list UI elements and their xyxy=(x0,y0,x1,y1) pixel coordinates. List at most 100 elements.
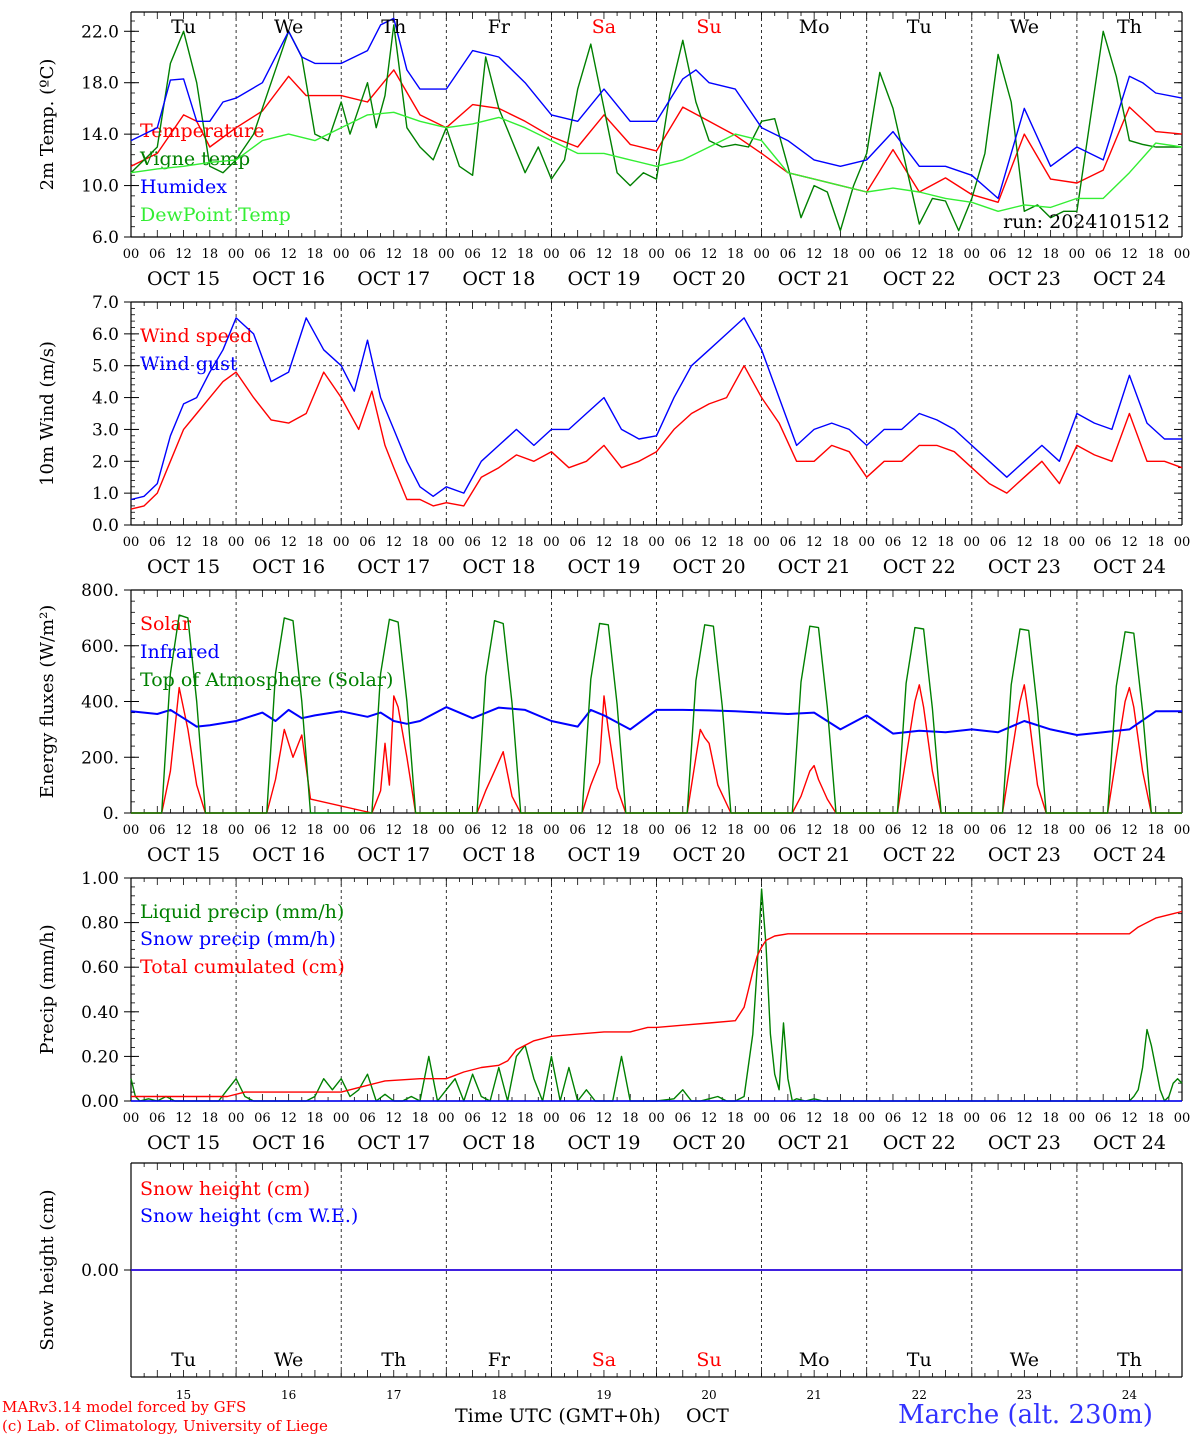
y-tick-label: 0. xyxy=(103,804,119,824)
hour-tick-label: 00 xyxy=(333,247,350,262)
hour-tick-label: 12 xyxy=(596,535,613,550)
day-of-week-label: Fr xyxy=(488,16,511,38)
hour-tick-label: 18 xyxy=(832,1111,849,1126)
hour-tick-label: 06 xyxy=(464,247,481,262)
date-label: OCT 21 xyxy=(778,1132,851,1154)
hour-tick-label: 06 xyxy=(1095,535,1112,550)
panel-energy: 0.200.400.600.800.Energy fluxes (W/m²) So… xyxy=(37,581,1190,866)
hour-tick-label: 06 xyxy=(675,1111,692,1126)
panel-wind: 0.0 1.0 2.0 3.0 4.0 5.0 6.0 7.0 10m Wind (m/s) Wi… xyxy=(37,293,1190,578)
date-label: OCT 24 xyxy=(1093,844,1166,866)
hour-tick-label: 00 xyxy=(123,247,140,262)
date-label: OCT 23 xyxy=(988,556,1061,578)
day-of-week-label: Sa xyxy=(592,1349,616,1371)
date-label: OCT 22 xyxy=(883,1132,956,1154)
hour-tick-label: 06 xyxy=(675,247,692,262)
y-axis-label: 2m Temp. (ºC) xyxy=(37,59,58,191)
day-of-week-label: Su xyxy=(696,1349,721,1371)
hour-tick-label: 12 xyxy=(701,247,718,262)
y-tick-label: 0.00 xyxy=(81,1092,119,1112)
hour-tick-label: 06 xyxy=(359,823,376,838)
hour-tick-label: 12 xyxy=(491,1111,508,1126)
hour-tick-label: 00 xyxy=(648,247,665,262)
hour-tick-label: 06 xyxy=(990,535,1007,550)
hour-tick-label: 00 xyxy=(438,247,455,262)
hour-tick-label: 06 xyxy=(464,823,481,838)
hour-tick-label: 06 xyxy=(149,247,166,262)
hour-tick-label: 18 xyxy=(202,535,219,550)
hour-tick-label: 18 xyxy=(727,823,744,838)
hour-tick-label: 12 xyxy=(911,1111,928,1126)
hour-tick-label: 18 xyxy=(832,823,849,838)
day-number-label: 17 xyxy=(386,1388,401,1402)
hour-tick-label: 12 xyxy=(1016,823,1033,838)
series-line-dewpoint-temp xyxy=(130,111,1183,212)
date-label: OCT 15 xyxy=(147,1132,220,1154)
hour-tick-label: 00 xyxy=(648,535,665,550)
day-of-week-label: Th xyxy=(381,16,406,38)
hour-tick-label: 18 xyxy=(307,823,324,838)
legend-label: DewPoint Temp xyxy=(140,204,291,226)
hour-tick-label: 06 xyxy=(885,247,902,262)
hour-tick-label: 12 xyxy=(911,535,928,550)
hour-tick-label: 18 xyxy=(727,247,744,262)
hour-tick-label: 06 xyxy=(569,535,586,550)
day-number-label: 18 xyxy=(491,1388,506,1402)
day-of-week-label: We xyxy=(1010,1349,1039,1371)
hour-tick-label: 12 xyxy=(806,1111,823,1126)
series-line-wind-gust xyxy=(130,317,1182,501)
hour-tick-label: 00 xyxy=(543,823,560,838)
hour-tick-label: 00 xyxy=(648,1111,665,1126)
hour-tick-label: 12 xyxy=(911,823,928,838)
hour-tick-label: 12 xyxy=(701,535,718,550)
hour-tick-label: 06 xyxy=(149,1111,166,1126)
date-label: OCT 16 xyxy=(252,844,325,866)
legend-label: Snow precip (mm/h) xyxy=(140,928,336,950)
hour-tick-label: 06 xyxy=(885,823,902,838)
y-tick-label: 0.00 xyxy=(81,1261,119,1281)
hour-tick-label: 00 xyxy=(123,535,140,550)
hour-tick-label: 00 xyxy=(1174,823,1191,838)
legend-label: Temperature xyxy=(140,120,264,142)
hour-tick-label: 00 xyxy=(1174,1111,1191,1126)
date-label: OCT 20 xyxy=(673,556,746,578)
hour-tick-label: 06 xyxy=(1095,1111,1112,1126)
hour-tick-label: 00 xyxy=(1174,535,1191,550)
date-label: OCT 22 xyxy=(883,844,956,866)
day-of-week-label: We xyxy=(1010,16,1039,38)
y-tick-label: 18.0 xyxy=(81,74,119,94)
hour-tick-label: 18 xyxy=(517,535,534,550)
y-tick-label: 0.20 xyxy=(81,1047,119,1067)
hour-tick-label: 00 xyxy=(228,247,245,262)
hour-tick-label: 18 xyxy=(517,247,534,262)
date-label: OCT 22 xyxy=(883,268,956,290)
hour-tick-label: 18 xyxy=(202,247,219,262)
legend-label: Vigne temp xyxy=(139,148,250,170)
hour-tick-label: 00 xyxy=(543,247,560,262)
date-label: OCT 18 xyxy=(462,1132,535,1154)
hour-tick-label: 18 xyxy=(622,247,639,262)
day-of-week-label: We xyxy=(274,16,303,38)
day-of-week-label: Tu xyxy=(907,1349,932,1371)
hour-tick-label: 06 xyxy=(149,535,166,550)
hour-tick-label: 00 xyxy=(438,823,455,838)
day-number-label: 15 xyxy=(176,1388,191,1402)
hour-tick-label: 18 xyxy=(307,1111,324,1126)
hour-tick-label: 00 xyxy=(964,823,981,838)
day-of-week-label: Tu xyxy=(907,16,932,38)
hour-tick-label: 06 xyxy=(1095,247,1112,262)
y-tick-label: 800. xyxy=(81,581,119,601)
hour-tick-label: 12 xyxy=(1121,535,1138,550)
day-number-label: 22 xyxy=(912,1388,927,1402)
date-label: OCT 21 xyxy=(778,844,851,866)
hour-tick-label: 18 xyxy=(1147,535,1164,550)
hour-tick-label: 18 xyxy=(937,1111,954,1126)
hour-tick-label: 06 xyxy=(1095,823,1112,838)
hour-tick-label: 06 xyxy=(780,1111,797,1126)
hour-tick-label: 06 xyxy=(254,1111,271,1126)
panel-precip: 0.00 0.20 0.40 0.60 0.80 1.00 Precip (mm/h) Liq… xyxy=(37,869,1190,1154)
hour-tick-label: 18 xyxy=(1042,247,1059,262)
hour-tick-label: 06 xyxy=(780,535,797,550)
y-tick-label: 7.0 xyxy=(92,293,119,313)
hour-tick-label: 00 xyxy=(333,535,350,550)
